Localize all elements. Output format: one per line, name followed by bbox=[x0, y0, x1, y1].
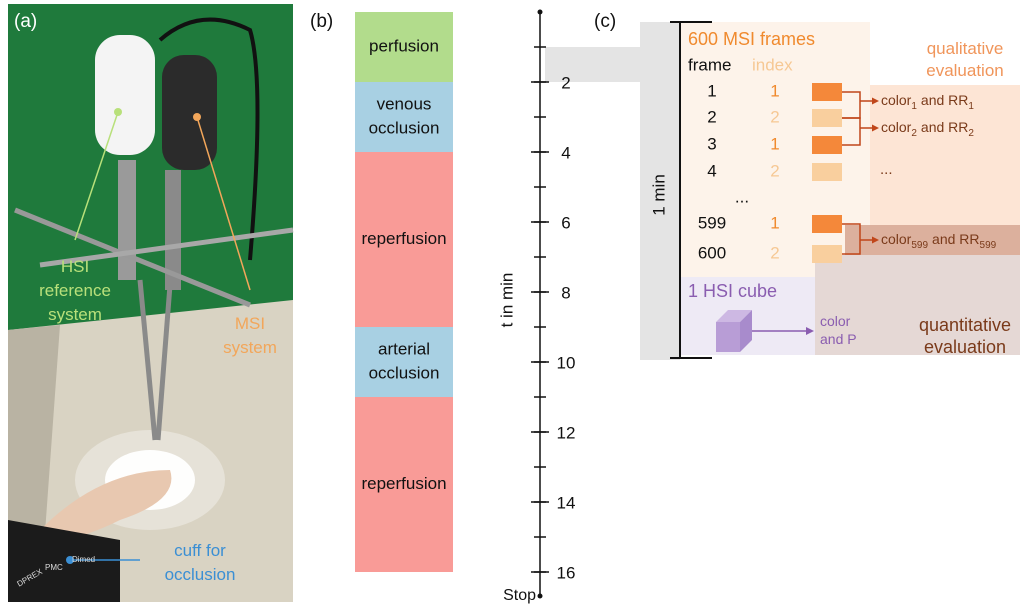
cuff-text: Dimed bbox=[72, 555, 95, 564]
tick-label: 16 bbox=[557, 563, 576, 582]
photo bbox=[8, 4, 293, 602]
ellipsis: ... bbox=[735, 187, 749, 206]
tick-label: 14 bbox=[557, 493, 576, 512]
panel-label: (b) bbox=[310, 11, 333, 32]
frame-swatch bbox=[812, 83, 842, 101]
frame-number: 2 bbox=[707, 107, 716, 126]
tick-label: 6 bbox=[561, 213, 570, 232]
tick-label: 8 bbox=[561, 283, 570, 302]
phase-bars: perfusion venous occlusion reperfusion arter… bbox=[355, 12, 453, 572]
column-header: index bbox=[752, 55, 793, 74]
frame-swatch bbox=[812, 109, 842, 127]
figure: (a) HSIreferencesystem MSIsystem cuff fo… bbox=[0, 0, 1023, 605]
text-part: and RR bbox=[921, 92, 968, 108]
frame-number: 1 bbox=[707, 81, 716, 100]
end-label: Stop bbox=[503, 587, 536, 604]
pointer-dot bbox=[193, 113, 201, 121]
subscript: 2 bbox=[911, 128, 917, 139]
phase-label: occlusion bbox=[369, 118, 440, 137]
text-part: color bbox=[881, 92, 912, 108]
frame-swatch bbox=[812, 163, 842, 181]
frame-swatch bbox=[812, 215, 842, 233]
phase-label: occlusion bbox=[369, 363, 440, 382]
axis-end bbox=[538, 10, 543, 15]
subscript: 2 bbox=[968, 128, 974, 139]
phase-label: reperfusion bbox=[361, 229, 446, 248]
subscript: 1 bbox=[911, 101, 917, 112]
subscript: 599 bbox=[911, 240, 928, 251]
box-title: 600 MSI frames bbox=[688, 29, 815, 49]
cuff-text: PMC bbox=[45, 563, 63, 572]
tick-label: 10 bbox=[557, 353, 576, 372]
box-title: 1 HSI cube bbox=[688, 281, 777, 301]
subscript: 1 bbox=[968, 101, 974, 112]
frame-index: 1 bbox=[770, 81, 779, 100]
frame-index: 2 bbox=[770, 161, 779, 180]
phase-label: reperfusion bbox=[361, 474, 446, 493]
axis-end bbox=[538, 594, 543, 599]
tick-label: 2 bbox=[561, 73, 570, 92]
axis-label: t in min bbox=[497, 273, 516, 328]
phase-bar bbox=[355, 82, 453, 152]
phase-label: arterial bbox=[378, 339, 430, 358]
text-part: and RR bbox=[921, 119, 968, 135]
column-header: frame bbox=[688, 55, 731, 74]
phase-label: perfusion bbox=[369, 36, 439, 55]
panel-label: (c) bbox=[594, 11, 616, 32]
tick-label: 4 bbox=[561, 143, 570, 162]
frame-number: 4 bbox=[707, 161, 716, 180]
frame-number: 3 bbox=[707, 134, 716, 153]
phase-label: venous bbox=[377, 94, 432, 113]
pointer-dot bbox=[114, 108, 122, 116]
text-part: color bbox=[881, 119, 912, 135]
frame-swatch bbox=[812, 136, 842, 154]
window-label: 1 min bbox=[649, 174, 668, 216]
frame-number: 600 bbox=[698, 243, 726, 262]
subscript: 599 bbox=[980, 240, 997, 251]
text-part: color bbox=[881, 231, 912, 247]
frame-index: 1 bbox=[770, 213, 779, 232]
phase-bar bbox=[355, 327, 453, 397]
tick-label: 12 bbox=[557, 423, 576, 442]
frame-index: 2 bbox=[770, 107, 779, 126]
ellipsis: ... bbox=[880, 161, 893, 178]
frame-number: 599 bbox=[698, 213, 726, 232]
panel-label: (a) bbox=[14, 11, 37, 32]
frame-index: 2 bbox=[770, 243, 779, 262]
frame-swatch bbox=[812, 245, 842, 263]
text-part: and RR bbox=[932, 231, 979, 247]
frame-index: 1 bbox=[770, 134, 779, 153]
